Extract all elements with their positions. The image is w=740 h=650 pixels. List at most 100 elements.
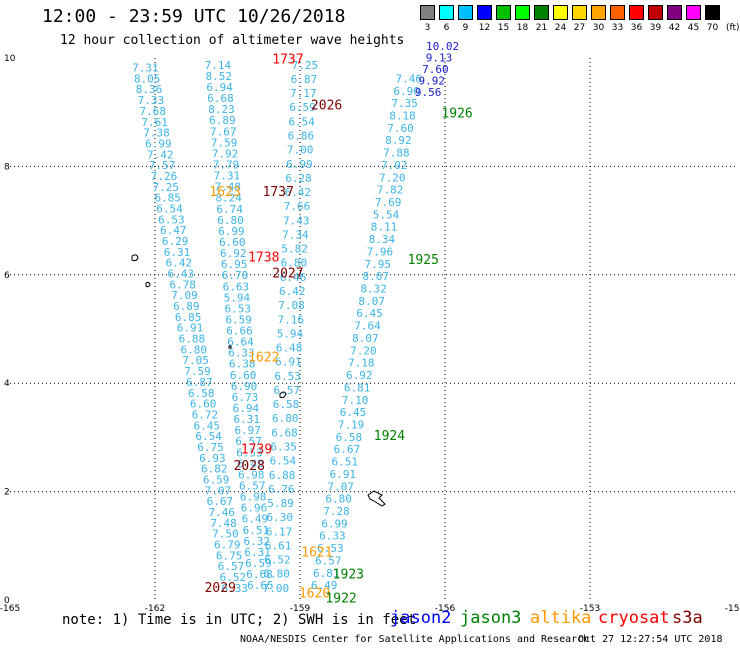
x-tick-label: -165	[0, 604, 20, 614]
legend-label: 33	[611, 23, 624, 33]
legend-label: 21	[535, 23, 548, 33]
wave-height-value: 9.92	[418, 74, 445, 87]
legend-swatch	[648, 5, 663, 20]
wave-height-value: 7.64	[354, 320, 381, 333]
wave-height-value: 7.67	[210, 125, 237, 138]
wave-height-value: 6.99	[145, 137, 172, 150]
island-shape	[131, 254, 139, 262]
wave-height-value: 8.11	[371, 221, 398, 234]
wave-height-value: 6.57	[218, 560, 245, 573]
wave-height-value: 6.53	[274, 370, 301, 383]
wave-height-value: 7.20	[379, 171, 406, 184]
wave-height-value: 6.72	[192, 408, 219, 421]
island-shape	[228, 345, 232, 349]
wave-height-value: 6.66	[226, 325, 253, 338]
wave-height-value: 6.91	[275, 356, 302, 369]
wave-height-value: 7.31	[132, 62, 159, 75]
wave-height-value: 7.57	[149, 159, 176, 172]
legend-label: 18	[516, 23, 529, 33]
island-shape	[145, 281, 151, 288]
legend-label: 39	[649, 23, 662, 33]
wave-height-value: 7.14	[205, 59, 232, 72]
wave-height-value: 6.80	[217, 214, 244, 227]
wave-height-value: 7.69	[375, 196, 402, 209]
wave-height-value: 6.94	[206, 81, 233, 94]
wave-height-value: 6.38	[229, 358, 256, 371]
wave-height-value: 6.79	[214, 539, 241, 552]
satellite-name: altika	[530, 608, 592, 628]
wave-height-value: 7.31	[214, 170, 241, 183]
wave-height-value: 6.88	[179, 333, 206, 346]
legend-swatch	[439, 5, 454, 20]
y-tick-label: 6	[4, 271, 10, 281]
wave-height-value: 6.61	[265, 539, 292, 552]
wave-height-value: 8.07	[358, 295, 385, 308]
legend-label: 15	[497, 23, 510, 33]
wave-height-value: 5.94	[224, 291, 251, 304]
x-tick-label: -153	[580, 604, 600, 614]
wave-height-value: 10.02	[426, 40, 459, 53]
wave-height-value: 6.87	[291, 73, 318, 86]
wave-height-value: 6.75	[216, 549, 243, 562]
wave-height-value: 6.80	[181, 343, 208, 356]
legend-swatch	[534, 5, 549, 20]
pass-time-label: 1737	[263, 185, 294, 200]
wave-height-value: 8.24	[215, 192, 242, 205]
x-tick-label: -159	[290, 604, 311, 614]
wave-height-value: 6.42	[285, 186, 312, 199]
wave-height-value: 8.36	[136, 83, 163, 96]
wave-height-value: 6.85	[154, 192, 181, 205]
wave-height-value: 7.61	[141, 116, 168, 129]
wave-height-value: 6.46	[280, 271, 307, 284]
wave-height-value: 7.66	[284, 200, 311, 213]
wave-height-value: 6.80	[272, 412, 299, 425]
wave-height-value: 8.07	[362, 270, 389, 283]
wave-height-value: 7.28	[323, 505, 350, 518]
wave-height-value: 6.58	[336, 431, 363, 444]
legend-swatch	[572, 5, 587, 20]
satellite-name: cryosat	[598, 608, 670, 628]
wave-height-value: 5.94	[277, 327, 304, 340]
pass-time-label: 2027	[272, 267, 303, 282]
wave-height-value: 7.16	[277, 313, 304, 326]
legend-unit: (ft)	[726, 23, 740, 33]
wave-height-value: 6.51	[332, 456, 359, 469]
wave-height-value: 8.18	[389, 109, 416, 122]
legend-swatch	[667, 5, 682, 20]
pass-time-label: 1923	[333, 567, 364, 582]
wave-height-value: 6.88	[269, 469, 296, 482]
wave-height-value: 6.35	[270, 441, 297, 454]
wave-height-value: 6.90	[393, 85, 420, 98]
island-shape	[367, 490, 386, 507]
wave-height-value: 6.80	[281, 257, 308, 270]
legend-swatch	[705, 5, 720, 20]
wave-height-value: 5.54	[373, 208, 400, 221]
pass-time-label: 1739	[241, 443, 272, 458]
wave-height-value: 6.68	[207, 92, 234, 105]
wave-height-value: 6.64	[227, 336, 254, 349]
wave-height-value: 6.74	[216, 203, 243, 216]
wave-height-value: 6.33	[228, 347, 255, 360]
legend-swatch	[515, 5, 530, 20]
legend-swatch	[458, 5, 473, 20]
wave-height-value: 8.05	[134, 72, 161, 85]
wave-height-value: 7.18	[348, 357, 375, 370]
wave-height-value: 7.25	[292, 59, 319, 72]
wave-height-value: 7.07	[327, 480, 354, 493]
wave-height-value: 7.38	[143, 127, 170, 140]
wave-height-value: 6.45	[194, 419, 221, 432]
wave-height-value: 6.49	[242, 513, 269, 526]
wave-height-value: 6.33	[319, 530, 346, 543]
wave-height-value: 7.20	[350, 344, 377, 357]
wave-height-value: 9.13	[426, 51, 453, 64]
pass-time-label: 1926	[441, 107, 472, 122]
wave-height-value: 6.60	[190, 398, 217, 411]
wave-height-value: 7.59	[211, 136, 238, 149]
legend-label: 12	[478, 23, 491, 33]
legend-label: 9	[462, 23, 469, 33]
wave-height-value: 6.89	[209, 114, 236, 127]
pass-time-label: 1924	[374, 429, 405, 444]
wave-height-value: 6.73	[232, 391, 259, 404]
page-subtitle: 12 hour collection of altimeter wave hei…	[60, 33, 405, 48]
